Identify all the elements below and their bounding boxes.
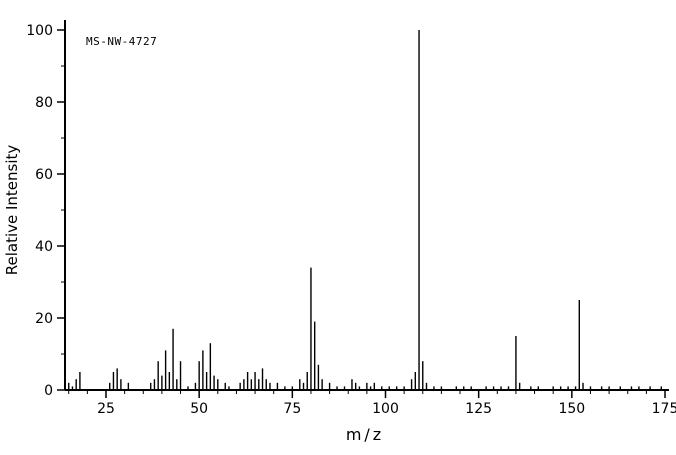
x-axis-ticks: 25 50 75 100 125 150 175 [68,390,676,417]
x-tick-label: 75 [283,401,301,417]
y-tick-label: 40 [35,239,53,255]
y-tick-label: 100 [26,23,53,39]
x-tick-label: 50 [190,401,208,417]
y-tick-label: 0 [44,383,53,399]
peak-lines [68,30,662,390]
x-tick-label: 25 [97,401,115,417]
x-tick-label: 150 [558,401,585,417]
y-axis-ticks: 0 20 40 60 80 100 [26,23,65,399]
x-tick-label: 100 [372,401,399,417]
spectrum-id-label: MS-NW-4727 [86,35,157,48]
x-tick-label: 175 [652,401,676,417]
y-tick-label: 60 [35,167,53,183]
axes [64,20,669,391]
x-axis-title: m/z [346,425,384,444]
y-axis-title: Relative Intensity [3,145,21,276]
y-tick-label: 80 [35,95,53,111]
x-tick-label: 125 [465,401,492,417]
y-tick-label: 20 [35,311,53,327]
